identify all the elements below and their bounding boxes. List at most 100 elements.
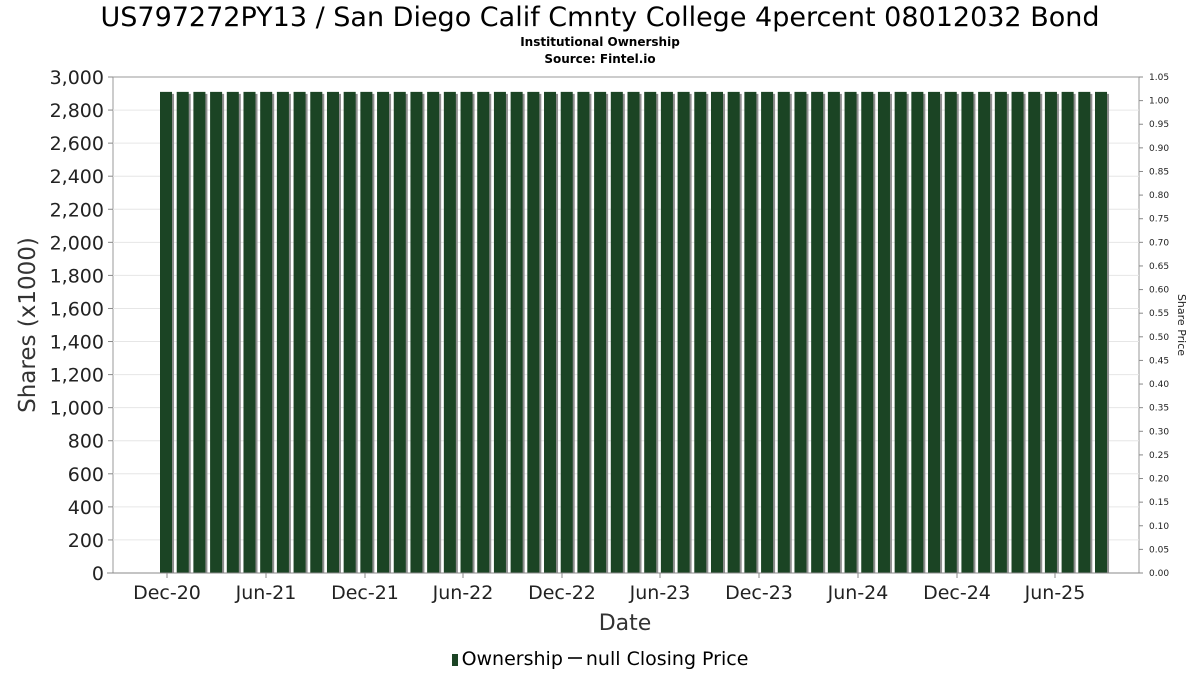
ownership-bar: [544, 91, 557, 573]
legend-ownership-label: Ownership: [461, 648, 563, 670]
ownership-bar: [210, 91, 223, 573]
y-tick-label: 1,000: [50, 398, 104, 420]
ownership-bar: [410, 91, 423, 573]
ownership-bar: [794, 91, 807, 573]
ownership-bar: [861, 91, 874, 573]
y2-tick-label: 0.20: [1149, 475, 1169, 485]
ownership-bar: [928, 91, 941, 573]
ownership-bar: [761, 91, 774, 573]
chart-source: Source: Fintel.io: [544, 52, 656, 66]
ownership-bar: [694, 91, 707, 573]
y-tick-label: 600: [68, 464, 104, 486]
y-tick-label: 1,400: [50, 332, 104, 354]
ownership-bar: [777, 91, 790, 573]
x-tick-label: Jun-23: [629, 582, 691, 604]
y2-tick-label: 0.45: [1149, 356, 1169, 366]
x-tick-label: Dec-24: [923, 582, 991, 604]
y-tick-label: 2,400: [50, 166, 104, 188]
x-tick-label: Dec-22: [528, 582, 596, 604]
chart-subtitle: Institutional Ownership: [520, 35, 680, 49]
y-tick-label: 2,600: [50, 133, 104, 155]
y-tick-label: 400: [68, 497, 104, 519]
y-tick-label: 1,600: [50, 298, 104, 320]
x-tick-label: Dec-20: [133, 582, 201, 604]
ownership-bar: [276, 91, 289, 573]
legend: Ownership null Closing Price: [0, 647, 1200, 671]
y2-tick-label: 1.00: [1149, 97, 1169, 107]
y2-tick-label: 0.60: [1149, 286, 1169, 296]
ownership-bar: [477, 91, 490, 573]
ownership-bar: [310, 91, 323, 573]
ownership-bar: [160, 91, 173, 573]
ownership-bar: [460, 91, 473, 573]
ownership-bar: [1011, 91, 1024, 573]
ownership-bar: [677, 91, 690, 573]
ownership-bar: [577, 91, 590, 573]
x-tick-label: Dec-21: [331, 582, 399, 604]
y2-axis-label: Share Price: [1175, 294, 1188, 356]
ownership-bar: [493, 91, 506, 573]
ownership-bar: [644, 91, 657, 573]
y-tick-label: 1,800: [50, 265, 104, 287]
chart-title: US797272PY13 / San Diego Calif Cmnty Col…: [100, 2, 1100, 33]
ownership-bar: [527, 91, 540, 573]
y2-tick-label: 0.35: [1149, 404, 1169, 414]
y2-tick-label: 0.65: [1149, 262, 1169, 272]
ownership-bar: [610, 91, 623, 573]
legend-price-line: [567, 657, 582, 659]
ownership-bar: [727, 91, 740, 573]
ownership-bar: [827, 91, 840, 573]
ownership-bar: [844, 91, 857, 573]
ownership-bar: [744, 91, 757, 573]
legend-ownership-swatch: [451, 654, 458, 666]
ownership-bar: [176, 91, 189, 573]
x-axis-label: Date: [599, 611, 652, 636]
y2-tick-label: 0.85: [1149, 167, 1169, 177]
ownership-bar: [560, 91, 573, 573]
ownership-bar: [877, 91, 890, 573]
ownership-bar: [226, 91, 239, 573]
ownership-bar: [594, 91, 607, 573]
y2-tick-label: 0.05: [1149, 545, 1169, 555]
x-tick-label: Jun-22: [432, 582, 494, 604]
ownership-bar: [961, 91, 974, 573]
ownership-bar: [1028, 91, 1041, 573]
y-tick-label: 200: [68, 530, 104, 552]
ownership-bar: [377, 91, 390, 573]
y2-tick-label: 0.10: [1149, 522, 1169, 532]
y2-tick-label: 0.25: [1149, 451, 1169, 461]
ownership-bar: [427, 91, 440, 573]
y2-tick-label: 0.80: [1149, 191, 1169, 201]
y2-tick-label: 0.00: [1149, 569, 1169, 579]
ownership-bar: [343, 91, 356, 573]
y-tick-label: 2,000: [50, 232, 104, 254]
ownership-bar: [978, 91, 991, 573]
x-tick-label: Jun-25: [1024, 582, 1086, 604]
ownership-bar: [944, 91, 957, 573]
ownership-bar: [193, 91, 206, 573]
x-tick-label: Jun-24: [827, 582, 889, 604]
y2-tick-label: 0.95: [1149, 120, 1169, 130]
y2-tick-label: 0.50: [1149, 333, 1169, 343]
ownership-bar: [243, 91, 256, 573]
ownership-bar: [393, 91, 406, 573]
ownership-bar: [660, 91, 673, 573]
ownership-bar: [994, 91, 1007, 573]
y-tick-label: 1,200: [50, 365, 104, 387]
y2-tick-label: 0.40: [1149, 380, 1169, 390]
ownership-bar: [326, 91, 339, 573]
ownership-bar: [360, 91, 373, 573]
ownership-bar: [1078, 91, 1091, 573]
legend-price-label: null Closing Price: [585, 648, 749, 670]
y-tick-label: 2,800: [50, 100, 104, 122]
ownership-bar: [911, 91, 924, 573]
y-axis-label: Shares (x1000): [15, 237, 41, 413]
y2-tick-label: 0.90: [1149, 144, 1169, 154]
y2-tick-label: 1.05: [1149, 73, 1169, 83]
ownership-bar: [1095, 91, 1108, 573]
y2-tick-label: 0.75: [1149, 215, 1169, 225]
ownership-bar: [293, 91, 306, 573]
x-tick-label: Dec-23: [725, 582, 793, 604]
ownership-bar: [811, 91, 824, 573]
